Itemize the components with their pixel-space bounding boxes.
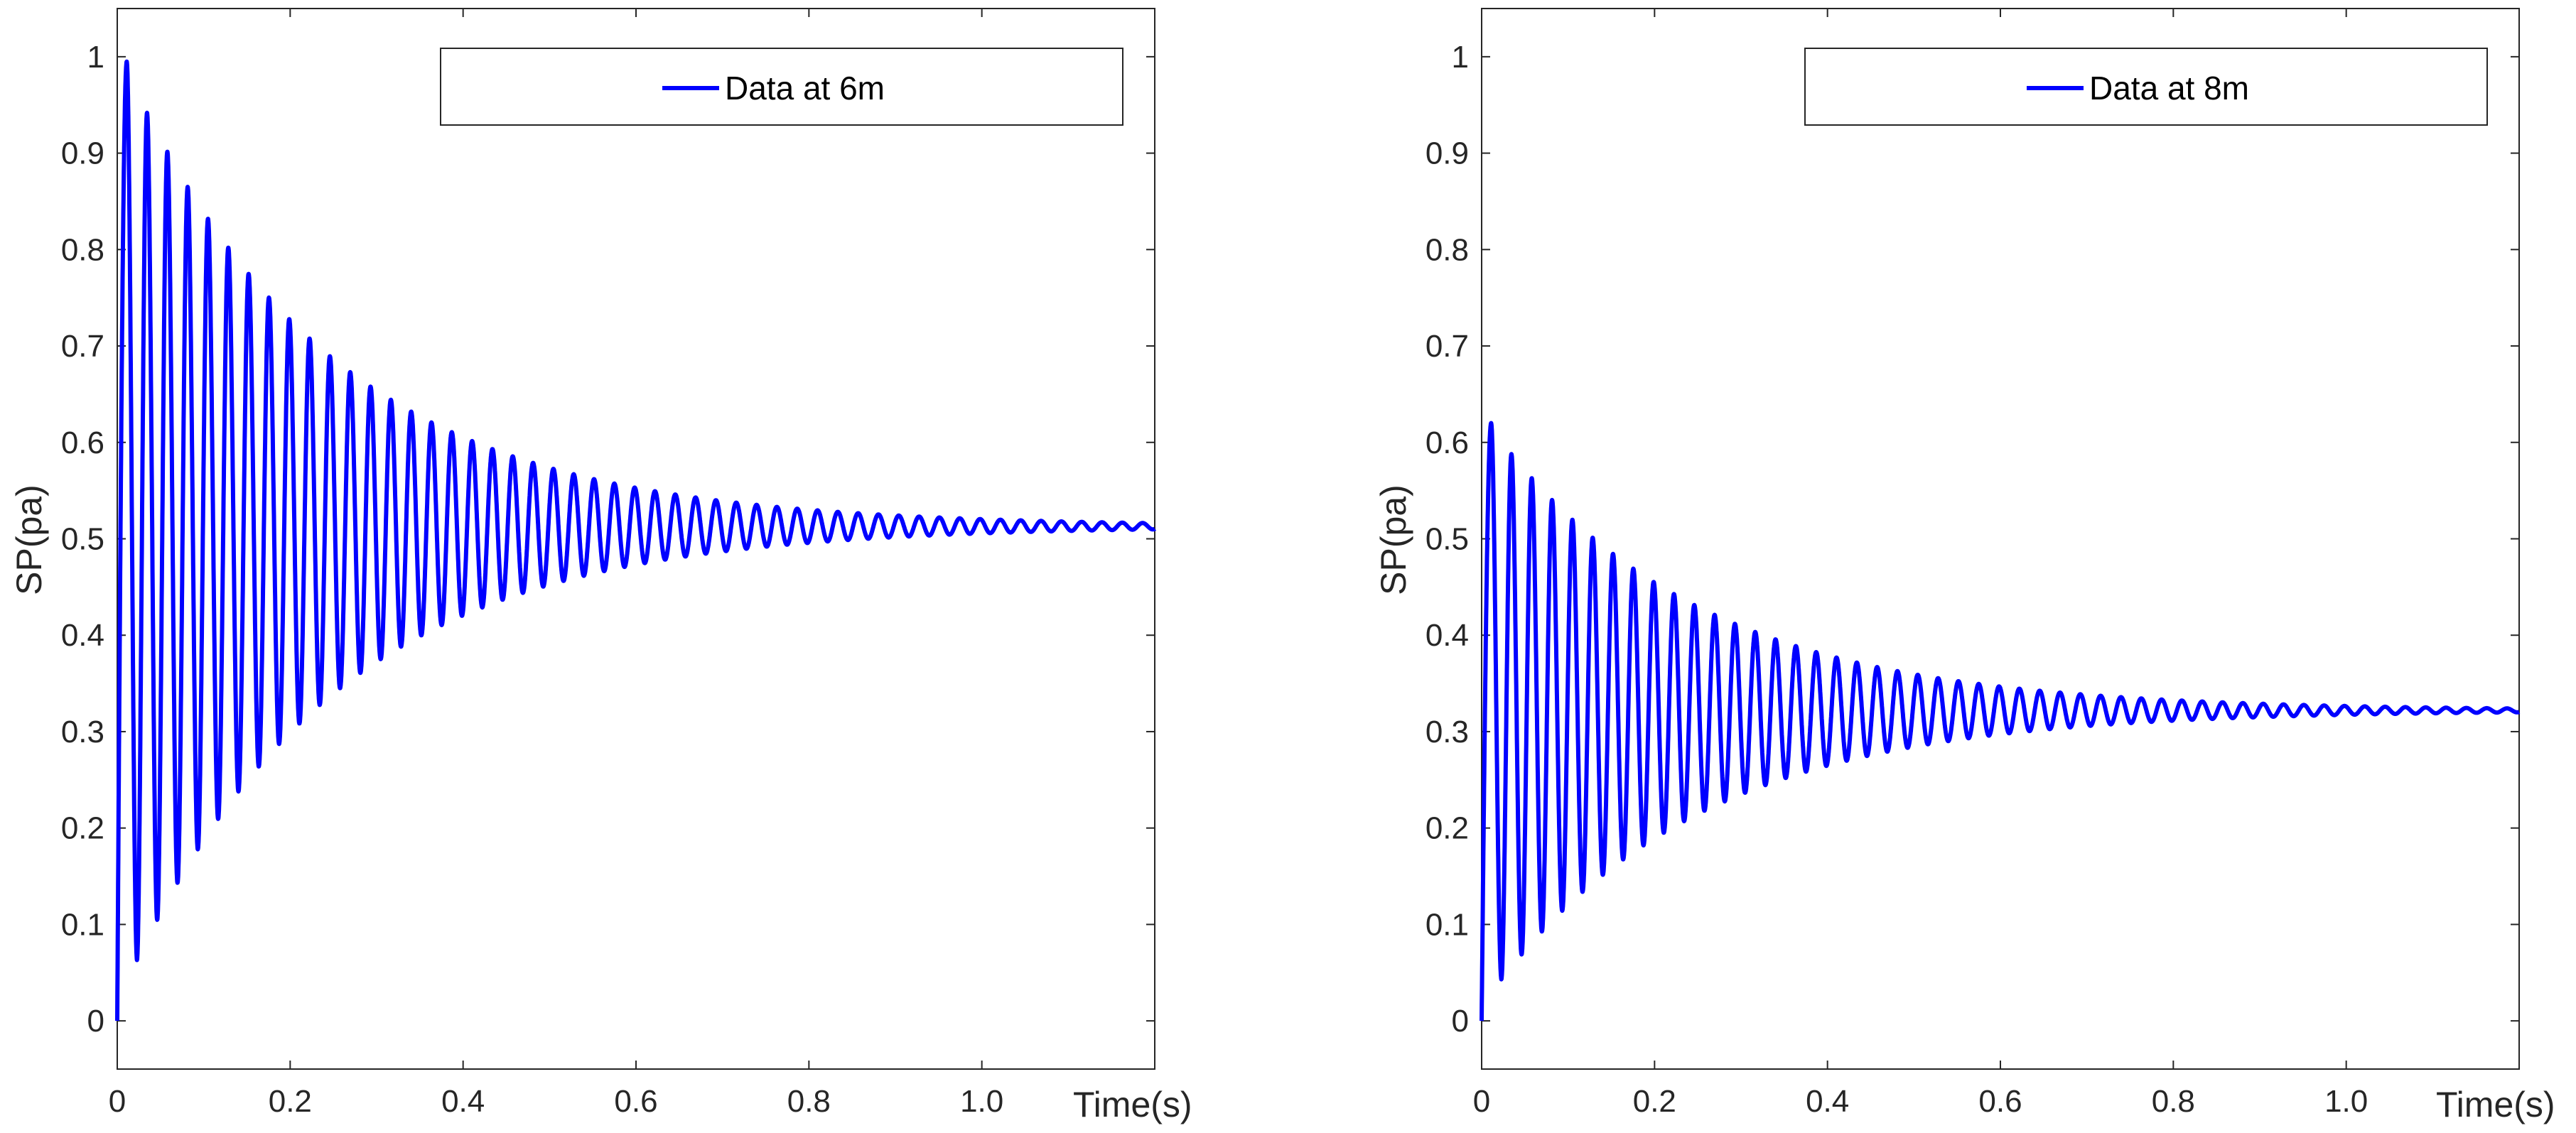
y-tick-label: 0 (1452, 1004, 1469, 1039)
y-tick-label: 0.7 (1426, 329, 1469, 364)
y-tick-label: 1 (1452, 40, 1469, 75)
x-tick-label: 0.2 (1633, 1084, 1676, 1119)
y-ticks: 0 0.1 0.2 0.3 0.4 0.5 0.6 0.7 0.8 0.9 1 (61, 40, 1155, 1039)
y-tick-label: 0.5 (61, 522, 104, 557)
y-tick-label: 0.7 (61, 329, 104, 364)
legend-label-data-at-6m: Data at 6m (725, 70, 885, 107)
plot-area (1481, 8, 2520, 1070)
y-tick-label: 0.5 (1426, 522, 1469, 557)
plot-area (117, 8, 1155, 1070)
y-tick-label: 0.2 (61, 811, 104, 846)
y-tick-label: 0.1 (1426, 907, 1469, 942)
x-ticks: 0 0.2 0.4 0.6 0.8 1.0 (1473, 9, 2368, 1119)
y-tick-label: 0.1 (61, 907, 104, 942)
legend: Data at 6m (440, 48, 1123, 126)
y-ticks: 0 0.1 0.2 0.3 0.4 0.5 0.6 0.7 0.8 0.9 1 (1426, 40, 2519, 1039)
y-tick-label: 0 (87, 1004, 104, 1039)
x-tick-label: 1.0 (2324, 1084, 2368, 1119)
x-tick-label: 0.8 (787, 1084, 831, 1119)
y-tick-label: 0.6 (61, 425, 104, 460)
chart-panel-right: 0 0.1 0.2 0.3 0.4 0.5 0.6 0.7 0.8 0.9 1 0 0.2 0.4 0.6… (1374, 8, 2555, 1124)
x-tick-label: 0.4 (1806, 1084, 1849, 1119)
y-tick-label: 0.3 (1426, 715, 1469, 749)
x-tick-label: 0.2 (269, 1084, 312, 1119)
y-tick-label: 0.2 (1426, 811, 1469, 846)
x-tick-label: 0.6 (1978, 1084, 2022, 1119)
x-axis-label: Time(s) (2436, 1085, 2555, 1124)
x-tick-label: 0 (1473, 1084, 1490, 1119)
y-axis-label: SP(pa) (1374, 484, 1413, 595)
y-tick-label: 0.9 (1426, 136, 1469, 171)
x-tick-label: 1.0 (960, 1084, 1003, 1119)
x-axis-label: Time(s) (1073, 1085, 1192, 1124)
x-tick-label: 0 (109, 1084, 126, 1119)
x-tick-label: 0.6 (614, 1084, 657, 1119)
legend: Data at 8m (1804, 48, 2488, 126)
y-tick-label: 0.8 (1426, 232, 1469, 267)
y-tick-label: 0.6 (1426, 425, 1469, 460)
chart-panel-left: 0 0.1 0.2 0.3 0.4 0.5 0.6 0.7 0.8 0.9 1 0 0.2 0.4 0.6… (9, 8, 1192, 1124)
x-ticks: 0 0.2 0.4 0.6 0.8 1.0 (109, 9, 1003, 1119)
y-tick-label: 0.3 (61, 715, 104, 749)
x-tick-label: 0.8 (2152, 1084, 2195, 1119)
y-axis-label: SP(pa) (9, 484, 49, 595)
y-tick-label: 1 (87, 40, 104, 75)
y-tick-label: 0.8 (61, 232, 104, 267)
series-line-data-at-8m (1480, 421, 2521, 1021)
y-tick-label: 0.4 (61, 618, 104, 653)
y-tick-label: 0.4 (1426, 618, 1469, 653)
legend-box (440, 48, 1123, 126)
y-tick-label: 0.9 (61, 136, 104, 171)
series-line-data-at-6m (115, 59, 1157, 1021)
x-tick-label: 0.4 (441, 1084, 485, 1119)
legend-label-data-at-8m: Data at 8m (2089, 70, 2249, 107)
legend-box (1804, 48, 2488, 126)
